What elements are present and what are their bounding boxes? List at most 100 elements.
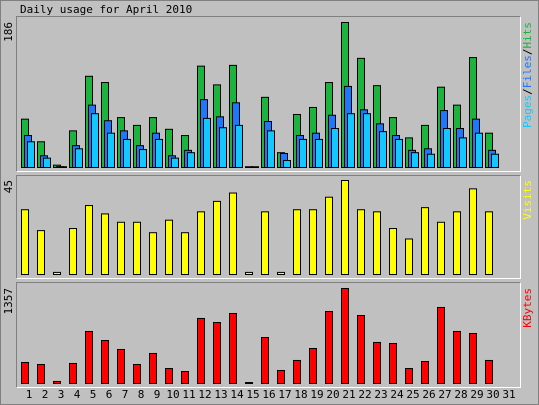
bar (203, 117, 211, 169)
bar (379, 131, 387, 168)
bar (133, 364, 141, 385)
bar (395, 138, 403, 169)
x-tick-label: 17 (278, 388, 291, 401)
y-tick-label: 186 (2, 22, 15, 42)
x-tick-label: 29 (470, 388, 483, 401)
bar (251, 166, 259, 168)
bar (299, 138, 307, 169)
legend: KBytes (521, 288, 534, 328)
bar (21, 209, 29, 275)
y-tick-label: 1357 (2, 288, 15, 315)
bar (277, 369, 285, 385)
x-tick-label: 28 (454, 388, 467, 401)
bar (411, 152, 419, 168)
bar (459, 137, 467, 168)
bar (261, 337, 269, 384)
x-tick-label: 24 (390, 388, 404, 401)
bar (405, 368, 413, 385)
bar (421, 361, 429, 385)
x-tick-label: 26 (422, 388, 435, 401)
bar (309, 347, 317, 384)
bar (91, 113, 99, 168)
bar (187, 152, 195, 168)
bar (69, 362, 77, 385)
bar (331, 128, 339, 168)
bar (123, 138, 131, 169)
bar (485, 211, 493, 275)
legend: Visits (521, 180, 534, 220)
x-tick-label: 2 (42, 388, 49, 401)
bar (181, 371, 189, 385)
x-tick-label: 4 (74, 388, 81, 401)
bar (427, 153, 435, 169)
bar (37, 230, 45, 275)
bar (437, 306, 445, 384)
x-tick-label: 14 (230, 388, 244, 401)
bar (421, 207, 429, 275)
bar (197, 317, 205, 385)
x-tick-label: 25 (406, 388, 419, 401)
bar (293, 359, 301, 385)
bar (139, 149, 147, 168)
x-tick-label: 16 (262, 388, 275, 401)
bar (165, 368, 173, 385)
x-tick-label: 30 (486, 388, 499, 401)
bar (347, 113, 355, 168)
bar (229, 192, 237, 276)
bar (53, 380, 61, 385)
bar (53, 271, 61, 275)
x-tick-label: 1 (26, 388, 33, 401)
bar (325, 196, 333, 275)
bar (315, 138, 323, 169)
x-tick-label: 5 (90, 388, 97, 401)
bar (453, 211, 461, 275)
bar (133, 221, 141, 275)
y-tick-label: 45 (2, 180, 15, 193)
bar (213, 322, 221, 385)
bar (443, 128, 451, 168)
x-tick-label: 9 (154, 388, 161, 401)
legend-entry: Pages (521, 95, 534, 128)
bar (117, 221, 125, 275)
x-tick-label: 11 (182, 388, 195, 401)
bar (43, 157, 51, 168)
bar (277, 271, 285, 275)
bar (149, 352, 157, 384)
panel-shadow (16, 282, 521, 388)
legend-entry: KBytes (521, 288, 534, 328)
bar (485, 359, 493, 385)
x-tick-label: 10 (166, 388, 179, 401)
x-tick-label: 22 (358, 388, 371, 401)
chart-title: Daily usage for April 2010 (20, 3, 192, 16)
bar (373, 341, 381, 384)
bar (389, 228, 397, 276)
bar (155, 138, 163, 169)
x-tick-label: 6 (106, 388, 113, 401)
bar (245, 271, 253, 275)
bar (325, 311, 333, 384)
bar (235, 124, 243, 169)
bar (293, 209, 301, 275)
bar (59, 166, 67, 168)
bar (437, 221, 445, 275)
bar (491, 153, 499, 169)
bar (213, 200, 221, 275)
bar (69, 228, 77, 276)
bar (181, 232, 189, 276)
x-tick-label: 18 (294, 388, 307, 401)
legend: Pages/Files/Hits (521, 22, 534, 128)
panel-shadow (16, 16, 521, 172)
bar (363, 113, 371, 168)
panel-shadow (16, 175, 521, 279)
bar (27, 141, 35, 169)
x-tick-label: 27 (438, 388, 451, 401)
bar (149, 232, 157, 276)
legend-entry: Hits (521, 22, 534, 49)
x-tick-label: 20 (326, 388, 339, 401)
legend-separator: / (521, 49, 534, 56)
legend-entry: Visits (521, 180, 534, 220)
bar (389, 343, 397, 384)
bar (165, 219, 173, 275)
bar (373, 211, 381, 275)
